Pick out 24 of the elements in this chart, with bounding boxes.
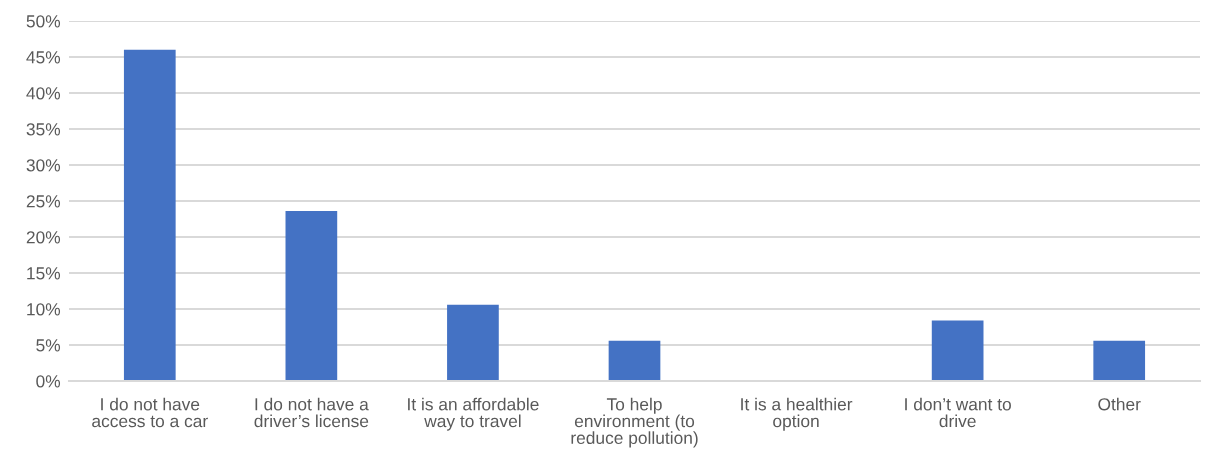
y-tick-label: 15% xyxy=(27,267,61,280)
y-tick-label: 30% xyxy=(26,159,61,172)
x-tick-label: I don’t want to drive xyxy=(905,397,1011,428)
bar xyxy=(1093,340,1146,381)
y-tick-label: 25% xyxy=(26,195,61,208)
bar xyxy=(123,49,176,381)
y-tick-label: 10% xyxy=(27,303,61,316)
x-tick-label: To help environment (to reduce pollution) xyxy=(571,397,698,448)
bar xyxy=(931,320,984,381)
bar xyxy=(447,304,499,381)
y-tick-label: 50% xyxy=(26,15,61,28)
y-tick-label: 35% xyxy=(26,123,61,136)
x-tick-label: I do not have access to a car xyxy=(92,397,208,428)
bar xyxy=(285,211,338,381)
y-tick-label: 0% xyxy=(36,375,61,388)
x-tick-label: It is an affordable way to travel xyxy=(408,397,539,431)
x-tick-label: Other xyxy=(1098,397,1141,411)
y-tick-label: 20% xyxy=(26,231,61,244)
y-tick-label: 45% xyxy=(26,51,61,64)
x-tick-label: It is a healthier option xyxy=(741,397,853,431)
y-tick-label: 40% xyxy=(26,87,61,100)
x-tick-label: I do not have a driver’s license xyxy=(254,397,369,428)
bar xyxy=(608,340,661,381)
y-tick-label: 5% xyxy=(36,339,61,352)
